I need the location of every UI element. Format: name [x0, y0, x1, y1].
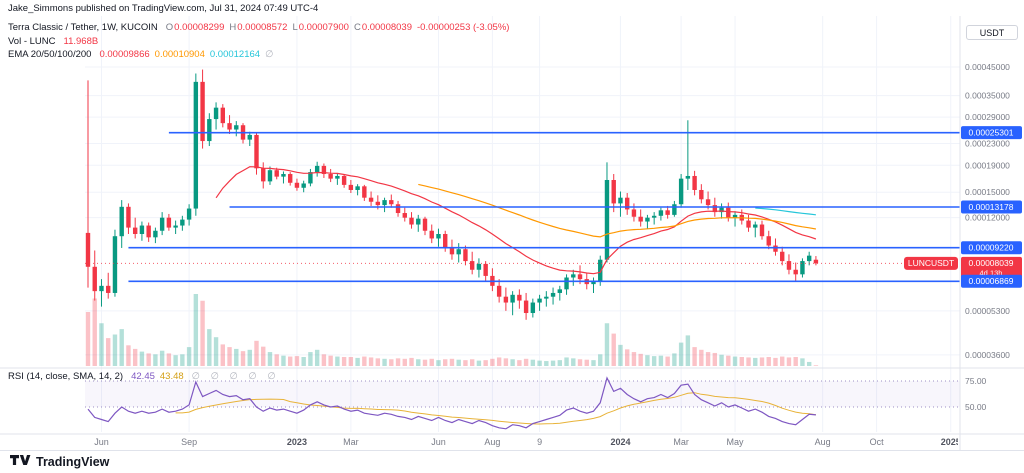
high-label: H	[229, 22, 237, 33]
chart-legend: Terra Classic / Tether, 1W, KUCOIN O0.000…	[8, 21, 514, 62]
svg-text:0.00029000: 0.00029000	[965, 112, 1010, 122]
svg-text:0.00015000: 0.00015000	[965, 187, 1010, 197]
svg-text:Mar: Mar	[343, 437, 359, 447]
svg-text:0.00045000: 0.00045000	[965, 62, 1010, 72]
svg-text:0.00013178: 0.00013178	[969, 202, 1014, 212]
high-value: 0.00008572	[237, 22, 288, 33]
ema50-value: 0.00010904	[154, 49, 205, 60]
volume-label[interactable]: Vol - LUNC	[8, 35, 56, 47]
rsi-value: 42.45	[131, 371, 155, 382]
svg-text:Jun: Jun	[94, 437, 109, 447]
svg-text:0.00006869: 0.00006869	[969, 276, 1014, 286]
svg-text:0.00012000: 0.00012000	[965, 213, 1010, 223]
rsi-empty-values: ∅ ∅ ∅ ∅ ∅	[191, 371, 280, 382]
svg-text:Jun: Jun	[431, 437, 446, 447]
rsi-pane: 75.00 50.00	[85, 376, 987, 430]
volume-row: Vol - LUNC 11.968B	[8, 35, 514, 49]
open-value: 0.00008299	[174, 22, 225, 33]
svg-text:0.00019000: 0.00019000	[965, 160, 1010, 170]
publish-info-text: Jake_Simmons published on TradingView.co…	[8, 3, 319, 14]
svg-text:Mar: Mar	[673, 437, 689, 447]
svg-text:0.00023000: 0.00023000	[965, 139, 1010, 149]
svg-text:Oct: Oct	[870, 437, 885, 447]
candles-layer	[85, 69, 819, 320]
svg-text:2025: 2025	[941, 437, 961, 447]
publish-info-bar: Jake_Simmons published on TradingView.co…	[0, 0, 1024, 16]
ema-label[interactable]: EMA 20/50/100/200	[8, 49, 92, 60]
svg-text:0.00025301: 0.00025301	[969, 127, 1014, 137]
time-axis[interactable]: Jun Sep 2023 Mar Jun Aug 9 2024 Mar May Aug Oct 2025	[94, 437, 961, 447]
svg-text:75.00: 75.00	[965, 376, 987, 386]
currency-label: USDT	[979, 27, 1005, 38]
rsi-legend: RSI (14, close, SMA, 14, 2) 42.45 43.48 ∅ ∅…	[8, 371, 280, 382]
open-label: O	[165, 22, 174, 33]
svg-text:2023: 2023	[287, 437, 307, 447]
close-label: C	[353, 22, 361, 33]
svg-text:9: 9	[537, 437, 542, 447]
ema-layer	[215, 166, 817, 275]
svg-text:May: May	[727, 437, 745, 447]
svg-text:4d 13h: 4d 13h	[980, 268, 1003, 277]
svg-text:0.00003600: 0.00003600	[965, 350, 1010, 360]
tradingview-logo-icon[interactable]	[10, 453, 31, 471]
tradingview-wordmark[interactable]: TradingView	[36, 455, 110, 469]
volume-layer	[85, 294, 819, 366]
svg-text:Sep: Sep	[181, 437, 197, 447]
currency-toggle[interactable]: USDT	[966, 25, 1018, 40]
volume-value: 11.968B	[63, 35, 99, 47]
footer-bar: TradingView	[0, 450, 1024, 473]
low-value: 0.00007900	[298, 22, 349, 33]
level-lines-layer: 0.00025301 0.00013178 0.00009220 0.00006869	[128, 126, 1022, 288]
svg-text:Aug: Aug	[484, 437, 500, 447]
price-axis[interactable]: 0.00045000 0.00035000 0.00029000 0.00023000…	[965, 62, 1010, 360]
svg-text:0.00008039: 0.00008039	[969, 258, 1014, 268]
svg-text:0.00035000: 0.00035000	[965, 91, 1010, 101]
ema-row: EMA 20/50/100/200 0.00009866 0.00010904 0.0…	[8, 48, 514, 62]
close-value: 0.00008039	[361, 22, 413, 33]
svg-text:0.00005300: 0.00005300	[965, 306, 1010, 316]
svg-text:0.00009220: 0.00009220	[969, 243, 1014, 253]
separators	[0, 16, 1024, 450]
svg-text:Aug: Aug	[815, 437, 831, 447]
svg-text:2024: 2024	[610, 437, 630, 447]
rsi-label[interactable]: RSI (14, close, SMA, 14, 2)	[8, 371, 124, 382]
ema200-empty: ∅	[265, 49, 274, 60]
grid-layer	[85, 16, 960, 432]
symbol-row: Terra Classic / Tether, 1W, KUCOIN O0.000…	[8, 21, 514, 35]
rsi-sma-value: 43.48	[159, 371, 184, 382]
svg-text:50.00: 50.00	[965, 402, 987, 412]
svg-text:LUNCUSDT: LUNCUSDT	[908, 258, 954, 268]
ema20-value: 0.00009866	[99, 49, 150, 60]
ema100-value: 0.00012164	[209, 49, 261, 60]
symbol-title[interactable]: Terra Classic / Tether, 1W, KUCOIN	[8, 22, 158, 33]
change-value: -0.00000253 (-3.05%)	[417, 22, 510, 33]
low-label: L	[292, 22, 298, 33]
